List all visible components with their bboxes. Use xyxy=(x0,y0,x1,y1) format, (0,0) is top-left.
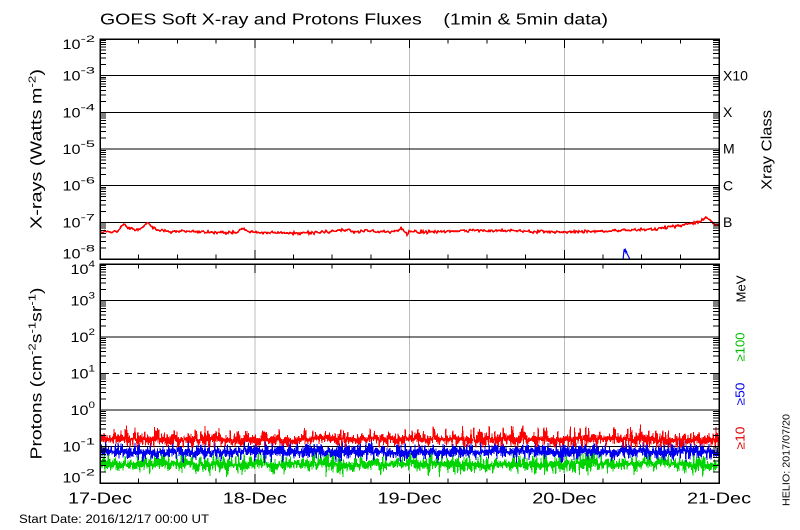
svg-text:10: 10 xyxy=(63,470,81,486)
svg-text:10: 10 xyxy=(71,293,89,309)
svg-text:10: 10 xyxy=(63,214,81,230)
svg-text:C: C xyxy=(723,177,733,193)
svg-text:≥50: ≥50 xyxy=(733,382,747,405)
svg-text:1: 1 xyxy=(89,364,96,375)
svg-text:Xray Class: Xray Class xyxy=(758,110,775,190)
svg-text:X: X xyxy=(723,104,733,120)
svg-text:10: 10 xyxy=(63,141,81,157)
svg-text:-1: -1 xyxy=(81,437,96,448)
svg-text:-3: -3 xyxy=(81,66,96,77)
svg-text:10: 10 xyxy=(63,246,81,262)
svg-text:19-Dec: 19-Dec xyxy=(378,491,442,508)
svg-text:-4: -4 xyxy=(81,102,96,113)
svg-text:10: 10 xyxy=(71,366,89,382)
svg-text:2: 2 xyxy=(89,327,96,338)
svg-text:17-Dec: 17-Dec xyxy=(68,491,132,508)
svg-text:10: 10 xyxy=(63,178,81,194)
svg-text:X10: X10 xyxy=(723,67,748,83)
svg-text:≥10: ≥10 xyxy=(733,426,747,449)
svg-text:GOES Soft X-ray and Protons Fl: GOES Soft X-ray and Protons Fluxes (1min… xyxy=(100,12,608,29)
svg-text:-2: -2 xyxy=(81,468,96,479)
svg-text:0: 0 xyxy=(89,400,96,411)
svg-text:MeV: MeV xyxy=(734,275,748,303)
svg-text:21-Dec: 21-Dec xyxy=(687,491,751,508)
svg-text:≥100: ≥100 xyxy=(733,332,747,361)
svg-text:10: 10 xyxy=(63,439,81,455)
svg-text:Protons (cm-2s-1sr-1): Protons (cm-2s-1sr-1) xyxy=(26,288,45,460)
svg-text:M: M xyxy=(723,141,735,157)
svg-text:-2: -2 xyxy=(81,34,96,45)
svg-text:-5: -5 xyxy=(81,139,96,150)
svg-text:-8: -8 xyxy=(81,244,96,255)
svg-text:10: 10 xyxy=(71,329,89,345)
svg-text:10: 10 xyxy=(71,402,89,418)
svg-text:3: 3 xyxy=(89,291,96,302)
svg-text:18-Dec: 18-Dec xyxy=(223,491,287,508)
svg-text:10: 10 xyxy=(63,68,81,84)
svg-text:4: 4 xyxy=(89,259,96,270)
svg-text:-6: -6 xyxy=(81,176,96,187)
svg-text:HELIO: 2017/07/20: HELIO: 2017/07/20 xyxy=(781,414,793,506)
svg-text:20-Dec: 20-Dec xyxy=(532,491,596,508)
svg-text:Start Date: 2016/12/17 00:00 U: Start Date: 2016/12/17 00:00 UT xyxy=(19,514,209,526)
svg-text:X-rays (Watts m-2): X-rays (Watts m-2) xyxy=(26,69,45,229)
svg-text:B: B xyxy=(723,214,732,230)
svg-text:10: 10 xyxy=(71,261,89,277)
svg-text:10: 10 xyxy=(63,104,81,120)
svg-text:10: 10 xyxy=(63,36,81,52)
svg-text:-7: -7 xyxy=(81,212,96,223)
